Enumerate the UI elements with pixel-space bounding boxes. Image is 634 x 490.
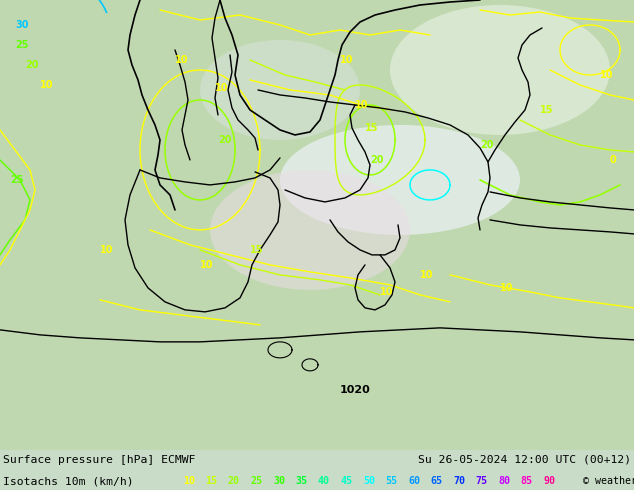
Text: 60: 60 xyxy=(408,476,420,486)
Ellipse shape xyxy=(200,40,360,140)
Text: 10: 10 xyxy=(355,100,368,110)
Text: 80: 80 xyxy=(498,476,510,486)
Text: 1020: 1020 xyxy=(340,385,371,395)
Text: 15: 15 xyxy=(540,105,553,115)
Text: 10: 10 xyxy=(183,476,195,486)
Text: 25: 25 xyxy=(15,40,29,50)
Text: 10: 10 xyxy=(215,83,228,93)
Text: 65: 65 xyxy=(430,476,443,486)
Text: 10: 10 xyxy=(40,80,53,90)
Text: 10: 10 xyxy=(420,270,434,280)
Text: 70: 70 xyxy=(453,476,465,486)
Text: 50: 50 xyxy=(363,476,375,486)
Text: 10: 10 xyxy=(100,245,113,255)
Text: 10: 10 xyxy=(175,55,188,65)
Text: 20: 20 xyxy=(218,135,231,145)
Text: 20: 20 xyxy=(25,60,39,70)
Text: 15: 15 xyxy=(205,476,217,486)
Ellipse shape xyxy=(280,125,520,235)
Text: 45: 45 xyxy=(340,476,353,486)
Text: 10: 10 xyxy=(200,260,214,270)
Text: 25: 25 xyxy=(10,175,23,185)
Text: Surface pressure [hPa] ECMWF: Surface pressure [hPa] ECMWF xyxy=(3,455,195,465)
Text: 35: 35 xyxy=(295,476,307,486)
Text: 85: 85 xyxy=(521,476,533,486)
Text: Su 26-05-2024 12:00 UTC (00+12): Su 26-05-2024 12:00 UTC (00+12) xyxy=(418,455,631,465)
Text: 10: 10 xyxy=(380,287,394,297)
Text: 75: 75 xyxy=(476,476,488,486)
Ellipse shape xyxy=(390,5,610,135)
Text: 20: 20 xyxy=(228,476,240,486)
Text: 40: 40 xyxy=(318,476,330,486)
Text: 10: 10 xyxy=(340,55,354,65)
Text: 15: 15 xyxy=(365,123,378,133)
Text: 10: 10 xyxy=(500,283,514,293)
Text: 30: 30 xyxy=(273,476,285,486)
Text: 20: 20 xyxy=(480,140,493,150)
Text: © weatheronline.co.uk: © weatheronline.co.uk xyxy=(583,476,634,486)
Text: 55: 55 xyxy=(385,476,398,486)
Text: 90: 90 xyxy=(543,476,555,486)
Text: Isotachs 10m (km/h): Isotachs 10m (km/h) xyxy=(3,476,134,486)
Text: 15: 15 xyxy=(250,245,264,255)
Text: 10: 10 xyxy=(600,70,614,80)
Text: 30: 30 xyxy=(15,20,29,30)
Text: 20: 20 xyxy=(370,155,384,165)
Text: 25: 25 xyxy=(250,476,262,486)
Text: 0: 0 xyxy=(610,155,617,165)
Ellipse shape xyxy=(210,170,410,290)
